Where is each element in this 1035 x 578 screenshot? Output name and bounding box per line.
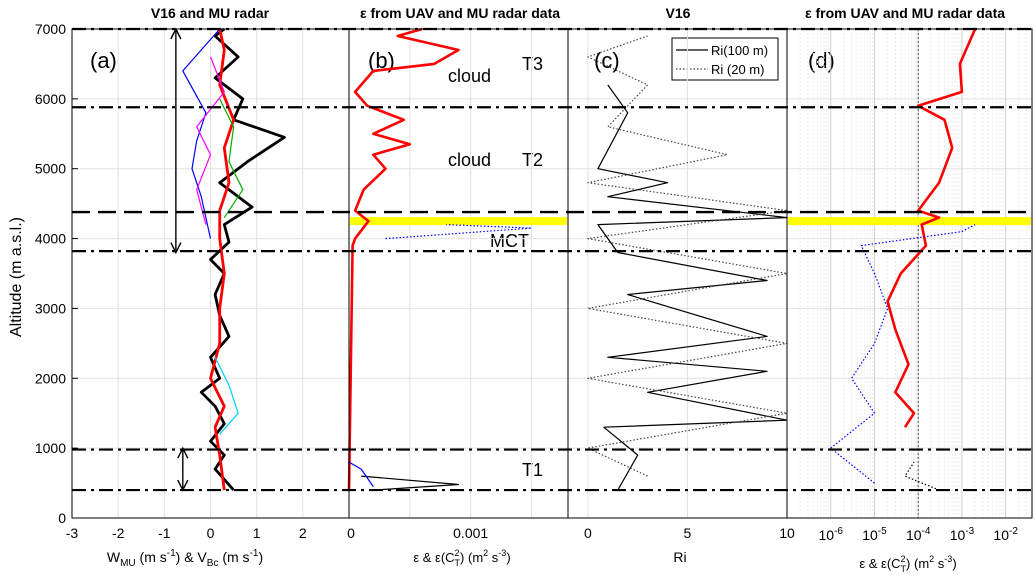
series-b-blue-dotted	[385, 224, 533, 240]
series-a-thin-green	[219, 98, 244, 218]
panel-d-title: ε from UAV and MU radar data	[805, 5, 1005, 21]
panel-b-annotation-t3: T3	[522, 54, 543, 74]
panel-c-series	[587, 35, 788, 491]
x-tick-label: 10-6	[818, 526, 843, 543]
series-b-red	[347, 27, 460, 491]
panel-b-series	[347, 27, 533, 491]
chart-marks: 0 1000 2000 3000 4000 5000 6000 7000 -3 -2 -1 0 1 2 0 0…	[35, 21, 1033, 543]
panel-d-series	[830, 28, 977, 491]
x-tick-label: 10	[779, 525, 795, 541]
x-tick-label: -1	[158, 525, 171, 541]
y-axis-label: Altitude (m a.s.l.)	[8, 217, 25, 337]
panel-b-annotation-t1: T1	[522, 460, 543, 480]
x-tick-label: -2	[112, 525, 125, 541]
y-tick-label: 1000	[35, 440, 66, 456]
x-tick-label: -3	[66, 525, 79, 541]
panel-c: V16 (c) Ri Ri(100 m) Ri (20 m)	[594, 5, 779, 565]
y-tick-label: 5000	[35, 161, 66, 177]
panel-b-annotation-cloud-lower: cloud	[448, 150, 491, 170]
panel-c-legend: Ri(100 m) Ri (20 m)	[671, 37, 779, 81]
panel-b-xlabel: ε & ε(C2 T) (m2 s-3)	[413, 548, 510, 568]
yellow-band-d	[788, 217, 1031, 226]
double-arrow-head-top	[177, 446, 189, 459]
series-b-blue	[348, 461, 374, 487]
series-a-thick-red	[209, 28, 236, 491]
double-arrow	[170, 27, 182, 255]
y-tick-label: 4000	[35, 231, 66, 247]
series-d-black-dotted	[904, 461, 940, 491]
x-tick-label: 2	[299, 525, 307, 541]
series-a-thin-magenta	[196, 56, 225, 225]
panel-a: V16 and MU radar (a) WMU (m s-1) & VBc (…	[90, 5, 270, 569]
x-tick-label: 0	[347, 525, 355, 541]
series-a-thick-black	[199, 27, 286, 492]
axes-frame	[71, 28, 1033, 519]
panel-a-label: (a)	[90, 48, 117, 73]
x-tick-label: 0	[584, 525, 592, 541]
y-tick-label: 6000	[35, 91, 66, 107]
y-tick-label: 7000	[35, 21, 66, 37]
y-tick-label: 2000	[35, 370, 66, 386]
panel-d-xlabel: ε & ε(C2 T) (m2 s-3)	[859, 554, 956, 574]
series-a-thin-cyan	[214, 357, 239, 435]
panel-c-xlabel: Ri	[673, 549, 686, 565]
legend-box	[671, 37, 779, 81]
series-d-red	[886, 28, 977, 428]
y-tick-label: 0	[58, 510, 66, 526]
series-a-thin-blue	[182, 28, 221, 239]
y-tick-label: 3000	[35, 300, 66, 316]
series-c-ri-100-m-	[597, 84, 788, 491]
panel-b-annotation-mct: MCT	[490, 231, 529, 251]
series-d-blue-dotted	[830, 224, 976, 484]
legend-entry-ri100: Ri(100 m)	[711, 43, 768, 58]
panel-a-series	[182, 27, 286, 492]
x-tick-label: 1	[253, 525, 261, 541]
double-arrow-head-bottom	[170, 242, 182, 255]
x-tick-label: 10-4	[906, 526, 931, 543]
x-tick-label: 0	[207, 525, 215, 541]
panel-b: ε from UAV and MU radar data (b) cloud T…	[360, 5, 560, 568]
x-tick-label: 5	[684, 525, 692, 541]
x-tick-label: 10-5	[862, 526, 887, 543]
legend-entry-ri20: Ri (20 m)	[711, 62, 764, 77]
panel-c-title: V16	[666, 5, 691, 21]
x-tick-label: 10-3	[950, 526, 975, 543]
panel-a-title: V16 and MU radar	[151, 5, 270, 21]
double-arrow	[177, 446, 189, 492]
x-tick-label: 0.001	[453, 525, 488, 541]
yellow-band-b	[350, 217, 567, 226]
panel-a-xlabel: WMU (m s-1) & VBc (m s-1)	[107, 548, 263, 569]
series-c-ri-20-m-	[587, 35, 788, 477]
panel-b-title: ε from UAV and MU radar data	[360, 5, 560, 21]
series-b-black	[361, 475, 460, 491]
panel-b-annotation-t2: T2	[522, 150, 543, 170]
panel-c-label: (c)	[594, 48, 620, 73]
panel-b-annotation-cloud-upper: cloud	[448, 66, 491, 86]
x-tick-label: 10-2	[993, 526, 1018, 543]
